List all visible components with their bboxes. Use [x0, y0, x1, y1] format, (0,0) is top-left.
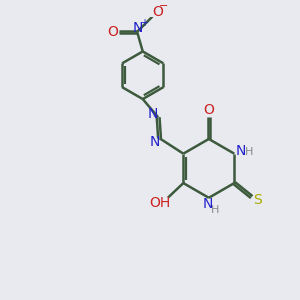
Text: O: O — [152, 5, 163, 19]
Text: N: N — [149, 135, 160, 148]
Text: N: N — [202, 197, 213, 211]
Text: N: N — [133, 22, 143, 35]
Text: −: − — [158, 1, 168, 11]
Text: H: H — [245, 147, 253, 157]
Text: N: N — [235, 144, 246, 158]
Text: OH: OH — [149, 196, 171, 210]
Text: +: + — [140, 18, 148, 28]
Text: S: S — [254, 193, 262, 207]
Text: O: O — [203, 103, 214, 117]
Text: O: O — [107, 25, 118, 39]
Text: H: H — [211, 205, 219, 214]
Text: N: N — [148, 107, 158, 121]
